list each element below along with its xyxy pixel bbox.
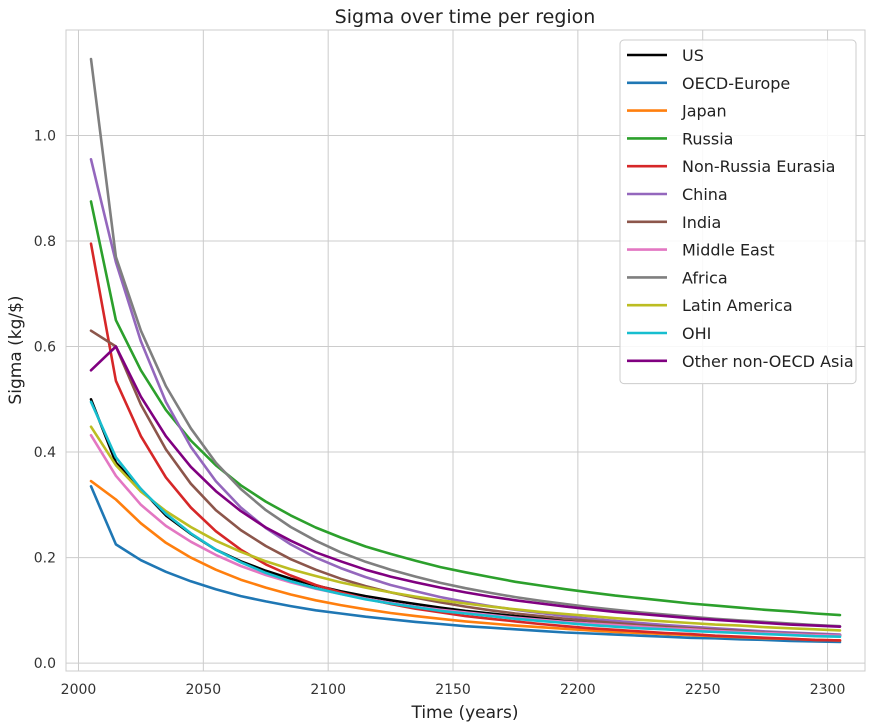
series-layer bbox=[89, 57, 842, 644]
grid bbox=[66, 30, 865, 671]
x-tick-label: 2100 bbox=[310, 682, 346, 698]
legend-label: OECD-Europe bbox=[682, 74, 790, 93]
x-tick-label: 2050 bbox=[186, 682, 222, 698]
legend-label: China bbox=[682, 185, 728, 204]
x-tick-label: 2150 bbox=[435, 682, 471, 698]
y-tick-label: 0.8 bbox=[34, 234, 56, 250]
legend-label: Non-Russia Eurasia bbox=[682, 157, 835, 176]
series-line-non-russia-eurasia bbox=[89, 242, 842, 642]
legend-label: US bbox=[682, 46, 704, 65]
legend-label: Other non-OECD Asia bbox=[682, 352, 854, 371]
y-tick-label: 0.0 bbox=[34, 656, 56, 672]
legend-label: Latin America bbox=[682, 296, 793, 315]
y-tick-label: 0.4 bbox=[34, 445, 56, 461]
y-tick-label: 0.2 bbox=[34, 551, 56, 567]
legend-label: OHI bbox=[682, 324, 711, 343]
y-axis-ticks: 0.0 0.2 0.4 0.6 0.8 1.0 bbox=[34, 129, 56, 673]
legend-label: Japan bbox=[681, 102, 727, 121]
legend-label: Africa bbox=[682, 268, 728, 287]
x-tick-label: 2250 bbox=[685, 682, 721, 698]
series-line-oecd-europe bbox=[89, 484, 842, 644]
x-tick-label: 2200 bbox=[560, 682, 596, 698]
series-line-latin-america bbox=[89, 425, 842, 632]
y-tick-label: 0.6 bbox=[34, 340, 56, 356]
x-tick-label: 2000 bbox=[61, 682, 97, 698]
legend-label: India bbox=[682, 213, 721, 232]
legend-box bbox=[619, 39, 857, 385]
y-tick-label: 1.0 bbox=[34, 129, 56, 145]
series-line-china bbox=[89, 158, 842, 636]
series-line-other-non-oecd-asia bbox=[89, 345, 842, 629]
legend: US OECD-Europe Japan Russia Non-Russia Euras… bbox=[619, 39, 857, 385]
legend-label: Middle East bbox=[682, 241, 774, 260]
x-axis-label: Time (years) bbox=[410, 703, 518, 723]
x-tick-label: 2300 bbox=[810, 682, 846, 698]
y-axis-label: Sigma (kg/$) bbox=[6, 295, 26, 404]
series-line-ohi bbox=[89, 400, 842, 639]
x-axis-ticks: 2000 2050 2100 2150 2200 2250 2300 bbox=[61, 682, 846, 698]
legend-label: Russia bbox=[682, 129, 733, 148]
series-line-russia bbox=[89, 200, 842, 617]
chart-title: Sigma over time per region bbox=[335, 6, 596, 28]
